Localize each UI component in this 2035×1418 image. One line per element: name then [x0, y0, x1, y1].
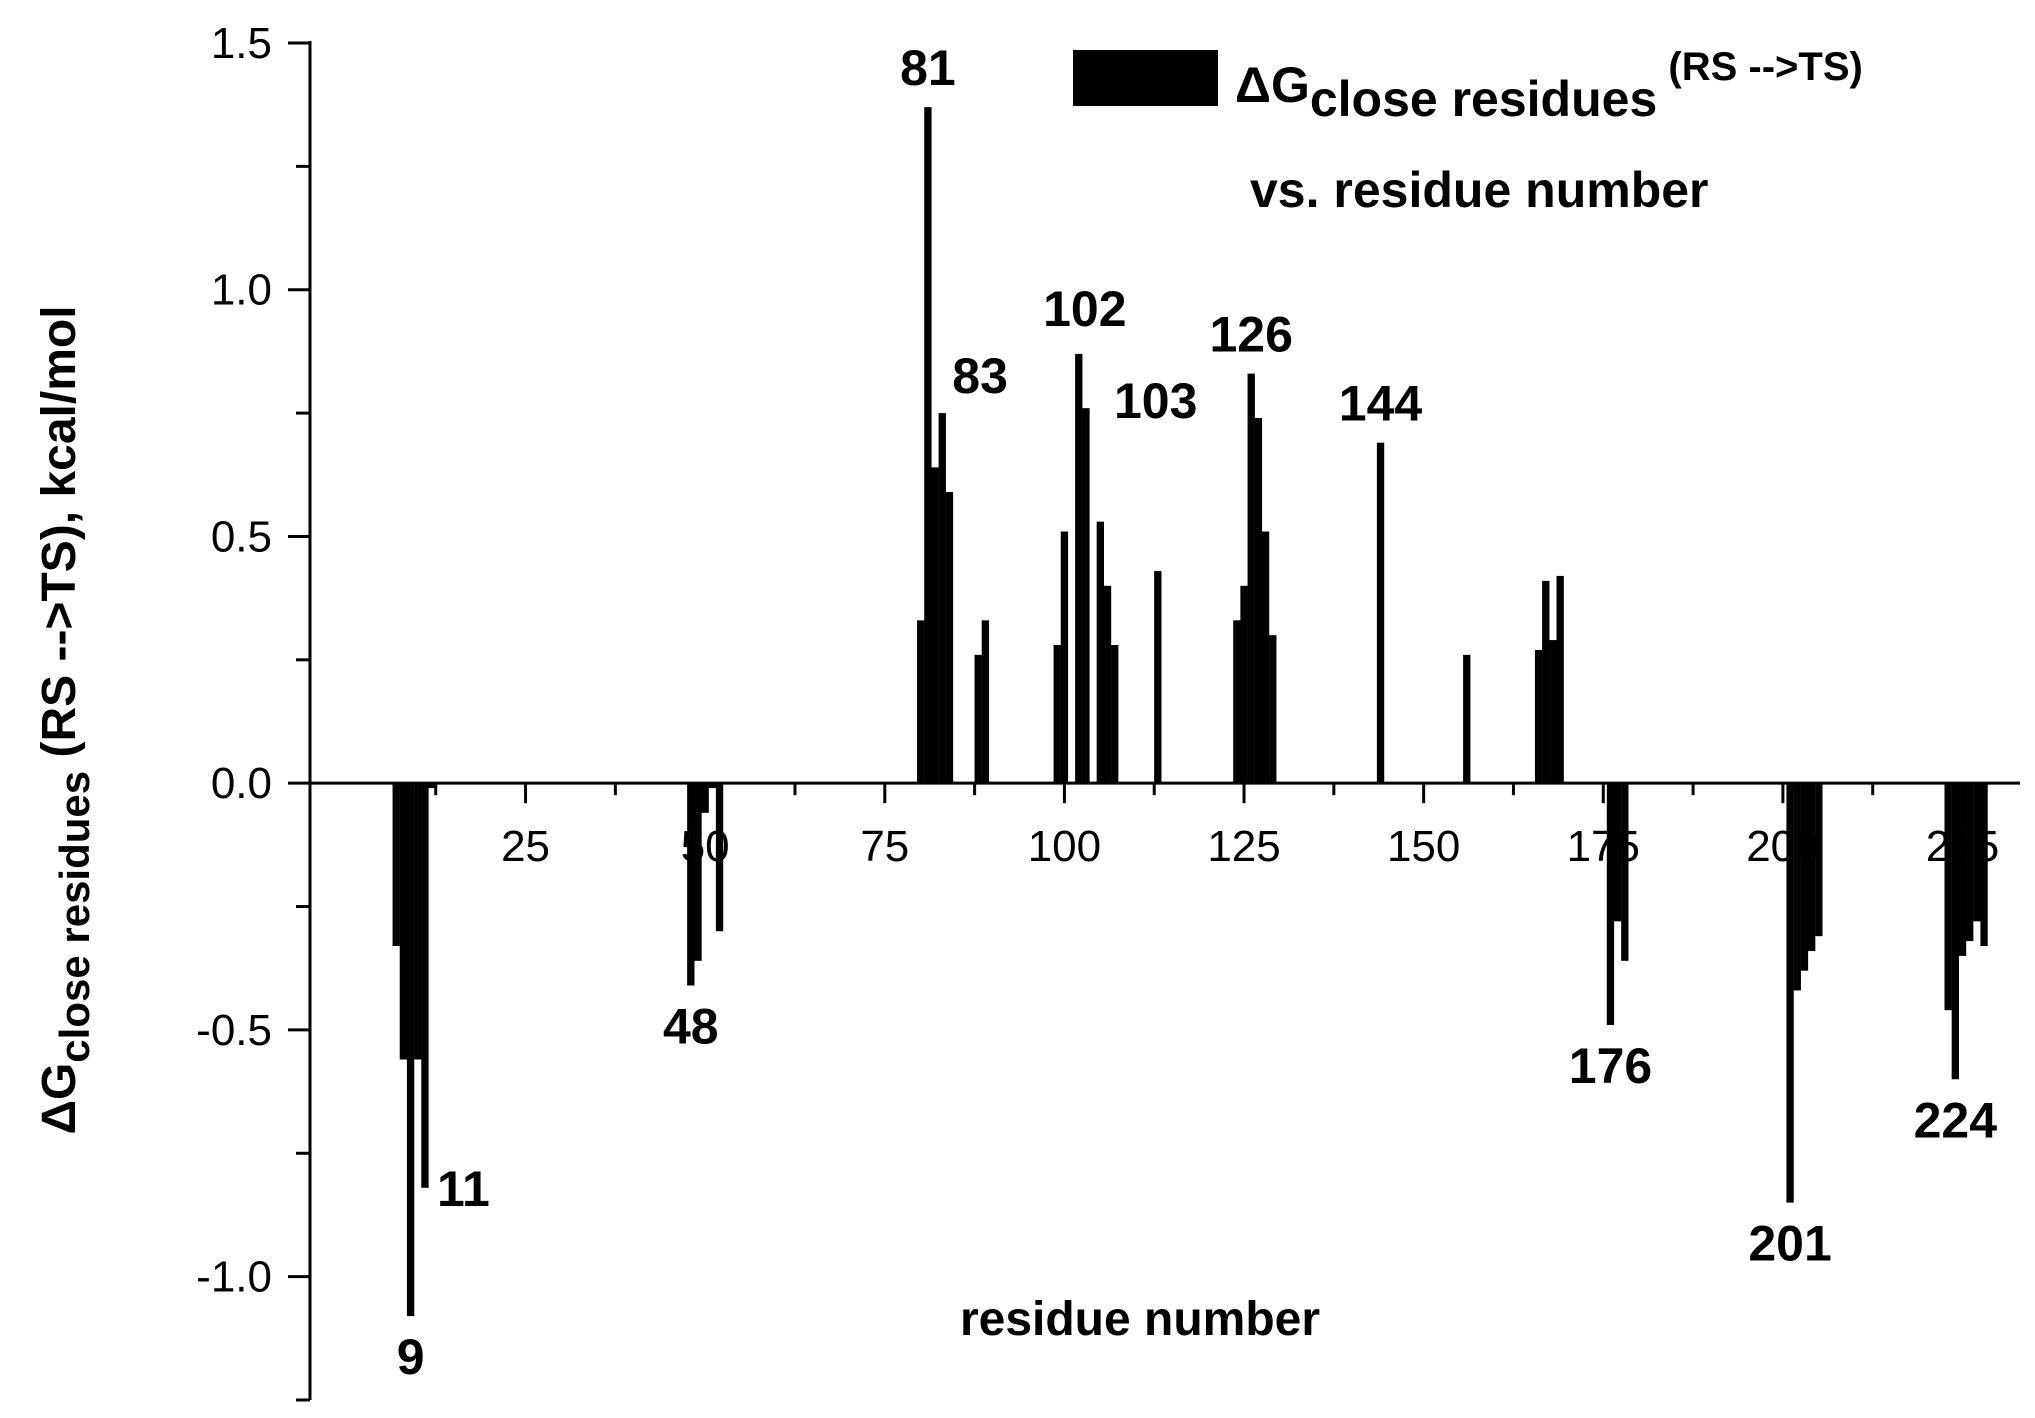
- legend-swatch: [1073, 50, 1218, 106]
- x-tick-label: 225: [1926, 822, 1999, 871]
- x-tick-label: 150: [1387, 822, 1460, 871]
- legend-label-symbol: ΔG: [1235, 57, 1310, 113]
- bar-residue-12: [428, 783, 436, 789]
- bar-residue-169: [1556, 575, 1564, 784]
- bar-residue-80: [917, 620, 925, 784]
- bar-residue-225: [1958, 783, 1967, 956]
- bar-residue-228: [1980, 783, 1988, 947]
- x-tick-label: 75: [860, 822, 909, 871]
- bar-residue-203: [1800, 783, 1809, 971]
- x-tick-label: 100: [1028, 822, 1101, 871]
- x-tick-label: 200: [1746, 822, 1819, 871]
- x-tick-label: 125: [1207, 822, 1280, 871]
- bar-residue-113: [1154, 571, 1162, 784]
- y-tick-label: -0.5: [196, 1006, 272, 1055]
- axes-group: 1.5 1.0 0.5 0.0 -0.5 -1.0 25 50 75 100 125 150 175 20…: [196, 19, 2020, 1402]
- annotation-residue-83: 83: [952, 348, 1008, 404]
- bar-residue-48: [687, 783, 695, 986]
- bar-residue-49: [694, 783, 702, 961]
- bar-residue-106: [1103, 585, 1112, 784]
- bar-residue-100: [1060, 531, 1069, 784]
- annotation-residue-126: 126: [1209, 307, 1292, 363]
- x-axis-title: residue number: [960, 1293, 1320, 1346]
- bar-residue-8: [399, 783, 408, 1060]
- bar-residue-168: [1549, 640, 1557, 784]
- bar-residue-107: [1111, 645, 1119, 784]
- bar-residue-223: [1944, 783, 1952, 1011]
- annotation-residue-201: 201: [1748, 1216, 1831, 1272]
- bar-residue-177: [1613, 783, 1622, 922]
- bar-residue-224: [1951, 783, 1959, 1080]
- y-tick-label: 1.0: [211, 266, 272, 315]
- bar-residue-178: [1621, 783, 1629, 961]
- annotation-residue-81: 81: [900, 40, 956, 96]
- bars-group: [392, 107, 1988, 1317]
- annotation-residue-48: 48: [663, 999, 719, 1055]
- bar-residue-166: [1534, 649, 1543, 784]
- bar-residue-124: [1233, 620, 1241, 784]
- y-axis-title-subscript: close residues: [51, 771, 98, 1063]
- bar-residue-156: [1463, 654, 1471, 784]
- bar-residue-127: [1254, 418, 1263, 784]
- annotation-residue-176: 176: [1569, 1038, 1652, 1094]
- bar-residue-10: [414, 783, 422, 1060]
- y-tick-label: 0.5: [211, 512, 272, 561]
- y-axis-title-rest: (RS -->TS), kcal/mol: [33, 305, 86, 770]
- legend: ΔGclose residues (RS -->TS) vs. residue …: [1073, 45, 1863, 218]
- bar-residue-83: [938, 413, 946, 784]
- bar-residue-102: [1075, 353, 1083, 784]
- bar-residue-204: [1807, 783, 1816, 951]
- legend-label-subscript: close residues: [1310, 71, 1657, 127]
- annotation-residue-224: 224: [1914, 1092, 1998, 1148]
- bar-residue-11: [421, 783, 429, 1188]
- bar-residue-99: [1053, 645, 1061, 784]
- bar-residue-129: [1269, 635, 1277, 784]
- annotation-residue-9: 9: [397, 1329, 425, 1385]
- bar-residue-126: [1247, 373, 1255, 784]
- annotation-residue-144: 144: [1339, 376, 1423, 432]
- bar-residue-202: [1793, 783, 1801, 991]
- bar-residue-82: [931, 467, 939, 784]
- annotation-residue-102: 102: [1043, 281, 1126, 337]
- bar-residue-52: [715, 783, 724, 932]
- bar-residue-51: [708, 783, 717, 789]
- legend-label: ΔGclose residues (RS -->TS): [1235, 45, 1863, 127]
- bar-residue-205: [1815, 783, 1823, 937]
- y-tick-label: 0.0: [211, 759, 272, 808]
- bar-residue-167: [1542, 580, 1550, 784]
- y-tick-label: 1.5: [211, 19, 272, 68]
- x-tick-label: 25: [501, 822, 550, 871]
- bar-residue-81: [924, 107, 932, 784]
- bar-residue-9: [406, 783, 415, 1317]
- bar-residue-226: [1966, 783, 1974, 942]
- bar-residue-89: [981, 620, 990, 784]
- annotation-residue-11: 11: [437, 1161, 490, 1217]
- bar-residue-7: [392, 783, 400, 947]
- legend-label-superscript: (RS -->TS): [1657, 45, 1863, 89]
- bar-residue-176: [1606, 783, 1615, 1025]
- y-axis-title-symbol: ΔG: [33, 1063, 86, 1135]
- x-tick-label: 175: [1567, 822, 1640, 871]
- y-tick-label: -1.0: [196, 1253, 272, 1302]
- bar-residue-84: [945, 492, 954, 784]
- bar-residue-88: [974, 654, 982, 784]
- bar-residue-144: [1376, 442, 1385, 784]
- bar-residue-103: [1082, 408, 1090, 784]
- y-axis-title: ΔGclose residues (RS -->TS), kcal/mol: [33, 305, 98, 1134]
- bar-residue-128: [1261, 531, 1270, 784]
- legend-line2: vs. residue number: [1250, 162, 1709, 218]
- x-tick-label: 50: [681, 822, 730, 871]
- bar-residue-227: [1973, 783, 1981, 922]
- bar-residue-105: [1096, 521, 1104, 784]
- bar-residue-125: [1240, 585, 1248, 784]
- annotation-residue-103: 103: [1114, 373, 1197, 429]
- bar-residue-201: [1786, 783, 1794, 1203]
